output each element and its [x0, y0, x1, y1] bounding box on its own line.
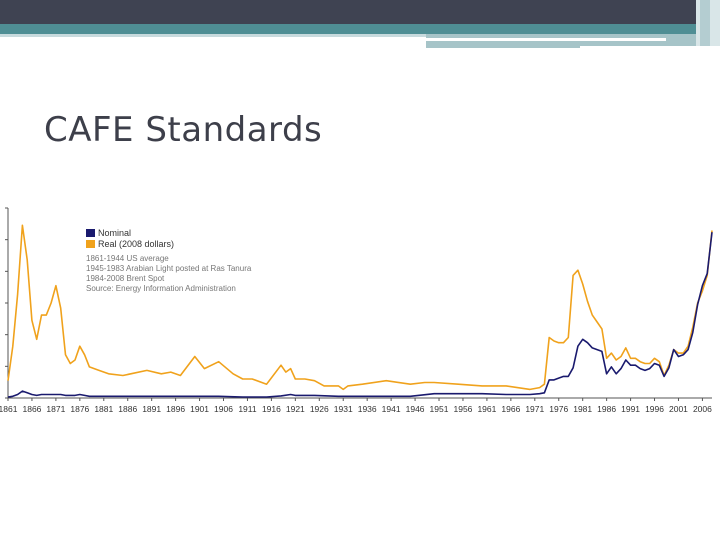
slide-title: CAFE Standards — [44, 110, 323, 150]
x-tick-label: 1991 — [621, 404, 640, 414]
series-line-nominal — [7, 232, 713, 398]
accent-rule-left — [0, 34, 426, 37]
accent-band — [0, 24, 720, 34]
x-tick-label: 1946 — [406, 404, 425, 414]
x-tick-label: 1936 — [358, 404, 377, 414]
accent-rule-highlight — [426, 38, 666, 41]
header-band — [0, 0, 720, 24]
accent-rule-thin — [426, 46, 580, 48]
x-tick-label: 1921 — [286, 404, 305, 414]
x-tick-label: 1996 — [645, 404, 664, 414]
x-tick-label: 1901 — [190, 404, 209, 414]
x-tick-label: 1976 — [549, 404, 568, 414]
legend-swatch-real — [86, 240, 95, 248]
line-layer — [7, 224, 713, 398]
x-tick-label: 1876 — [70, 404, 89, 414]
x-tick-label: 2001 — [669, 404, 688, 414]
x-tick-label: 1866 — [22, 404, 41, 414]
legend-note: 1861-1944 US average — [86, 254, 169, 263]
legend-label-nominal: Nominal — [98, 228, 131, 238]
x-tick-label: 1971 — [525, 404, 544, 414]
legend-note: Source: Energy Information Administratio… — [86, 284, 236, 293]
x-tick-label: 1891 — [142, 404, 161, 414]
legend-note: 1945-1983 Arabian Light posted at Ras Ta… — [86, 264, 252, 273]
x-tick-label: 1961 — [477, 404, 496, 414]
x-tick-label: 1981 — [573, 404, 592, 414]
x-tick-label: 1956 — [454, 404, 473, 414]
x-tick-label: 1951 — [430, 404, 449, 414]
oil-price-chart: 1861 1866 1871 1876 1881 1886 1891 1896 1901 1906… — [0, 200, 720, 422]
x-tick-label: 1881 — [94, 404, 113, 414]
x-tick-label: 1906 — [214, 404, 233, 414]
x-tick-label: 1986 — [597, 404, 616, 414]
corner-tab-stripe — [700, 0, 710, 46]
x-tick-label: 1931 — [334, 404, 353, 414]
x-tick-label: 1871 — [46, 404, 65, 414]
chart-svg: 1861 1866 1871 1876 1881 1886 1891 1896 1901 1906… — [0, 207, 713, 414]
chart-legend: Nominal Real (2008 dollars) 1861-1944 US… — [86, 228, 252, 293]
x-tick-label: 1886 — [118, 404, 137, 414]
x-tick-label: 1941 — [382, 404, 401, 414]
x-tick-label: 2006 — [693, 404, 712, 414]
x-tick-label: 1966 — [501, 404, 520, 414]
x-tick-label: 1896 — [166, 404, 185, 414]
x-tick-label: 1926 — [310, 404, 329, 414]
axis-layer: 1861 1866 1871 1876 1881 1886 1891 1896 1901 1906… — [0, 207, 712, 414]
x-tick-label: 1861 — [0, 404, 18, 414]
x-tick-label: 1916 — [262, 404, 281, 414]
legend-label-real: Real (2008 dollars) — [98, 239, 174, 249]
legend-note: 1984-2008 Brent Spot — [86, 274, 165, 283]
series-line-real — [7, 224, 713, 391]
legend-swatch-nominal — [86, 229, 95, 237]
x-tick-label: 1911 — [238, 404, 257, 414]
